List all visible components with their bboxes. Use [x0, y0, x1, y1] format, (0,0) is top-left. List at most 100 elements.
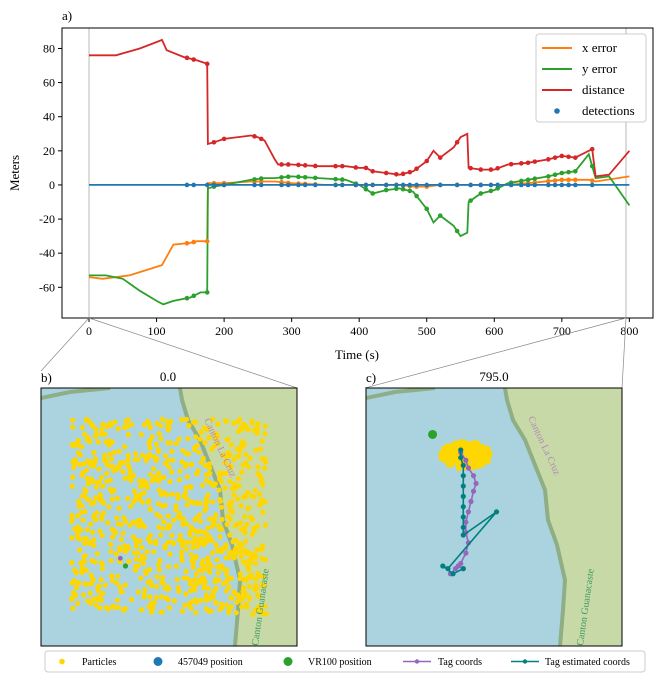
- particle: [188, 605, 194, 611]
- particle: [189, 526, 195, 532]
- particle: [250, 612, 256, 618]
- tag-estimated-point: [445, 566, 451, 572]
- point-y-error: [468, 198, 473, 203]
- particle: [228, 604, 234, 610]
- particle: [138, 575, 144, 581]
- particle: [156, 478, 162, 484]
- point-detection: [340, 182, 345, 188]
- point-detection: [559, 182, 565, 188]
- point-detection: [454, 182, 460, 188]
- particle: [212, 516, 218, 523]
- y-tick-label: 40: [43, 110, 55, 124]
- particle: [125, 452, 131, 459]
- particle: [216, 577, 222, 583]
- particle: [242, 559, 248, 565]
- particle: [146, 604, 152, 610]
- particle: [79, 564, 86, 570]
- particle: [164, 492, 170, 498]
- particle: [147, 438, 153, 444]
- particle: [166, 564, 172, 570]
- point-detection: [221, 182, 227, 188]
- particle: [90, 479, 96, 485]
- particle: [184, 474, 190, 480]
- particle: [85, 481, 91, 487]
- particle: [142, 568, 148, 574]
- particle: [215, 421, 221, 427]
- tag-coords-point: [468, 498, 474, 505]
- particle: [197, 512, 203, 518]
- particle: [179, 553, 185, 559]
- point-y-error: [424, 206, 430, 212]
- particle: [106, 438, 112, 444]
- zoom-connector-b-right: [88, 317, 298, 389]
- tag-estimated-point: [493, 509, 500, 515]
- particle: [217, 476, 223, 482]
- particle: [158, 514, 164, 520]
- point-distance: [184, 55, 190, 61]
- particle: [153, 457, 159, 463]
- particle: [207, 596, 213, 602]
- y-tick-label: -40: [39, 246, 55, 260]
- particle: [102, 431, 108, 437]
- point-y-error: [302, 174, 308, 180]
- particle: [226, 610, 232, 616]
- particle: [141, 490, 147, 496]
- point-detection: [296, 182, 301, 188]
- particle: [236, 475, 242, 482]
- particle: [209, 523, 216, 529]
- x-tick-label: 600: [485, 324, 503, 338]
- particle: [179, 459, 185, 465]
- particle: [142, 524, 148, 530]
- y-tick-label: -20: [39, 212, 55, 226]
- particle: [70, 474, 76, 480]
- tag-coords-point: [465, 509, 471, 515]
- point-distance: [312, 163, 318, 169]
- tag-coords-point: [455, 563, 461, 569]
- particle: [100, 421, 106, 427]
- particle: [238, 553, 244, 560]
- particle: [96, 496, 103, 502]
- particle: [179, 417, 185, 423]
- particle: [165, 539, 171, 545]
- particle: [443, 455, 449, 461]
- particle: [129, 596, 135, 603]
- tag-coords-point: [463, 457, 469, 463]
- particle: [192, 577, 198, 583]
- particle: [105, 520, 111, 526]
- particle: [191, 555, 197, 561]
- panel-c-map: Canton La Cruz Canton Guanacaste: [366, 388, 622, 646]
- particle: [85, 581, 91, 587]
- particle: [158, 532, 164, 538]
- tag-estimated-point: [460, 504, 466, 510]
- particle: [70, 605, 76, 612]
- particle: [88, 521, 94, 527]
- particle: [154, 511, 160, 518]
- particle: [147, 567, 153, 573]
- point-distance: [424, 158, 430, 164]
- particle: [480, 451, 486, 456]
- particle: [238, 520, 244, 526]
- particle: [210, 550, 216, 556]
- particle: [160, 580, 166, 587]
- particle: [91, 450, 97, 456]
- particle: [204, 478, 210, 484]
- particle: [144, 484, 151, 490]
- particle: [196, 449, 202, 455]
- vr100-marker: [428, 429, 438, 439]
- particle: [111, 449, 117, 456]
- particle: [217, 606, 223, 612]
- particle: [104, 478, 110, 484]
- point-detection: [552, 182, 558, 188]
- zoom-connector-c-left: [364, 317, 627, 389]
- point-distance: [340, 163, 345, 169]
- particle: [175, 495, 181, 501]
- particle: [135, 589, 141, 595]
- particle: [239, 469, 245, 475]
- particle: [204, 538, 210, 544]
- particle: [173, 441, 180, 447]
- particle: [125, 432, 131, 438]
- panel-b-frame: [40, 387, 298, 647]
- particle: [128, 503, 134, 509]
- tag-estimated-point: [460, 462, 466, 468]
